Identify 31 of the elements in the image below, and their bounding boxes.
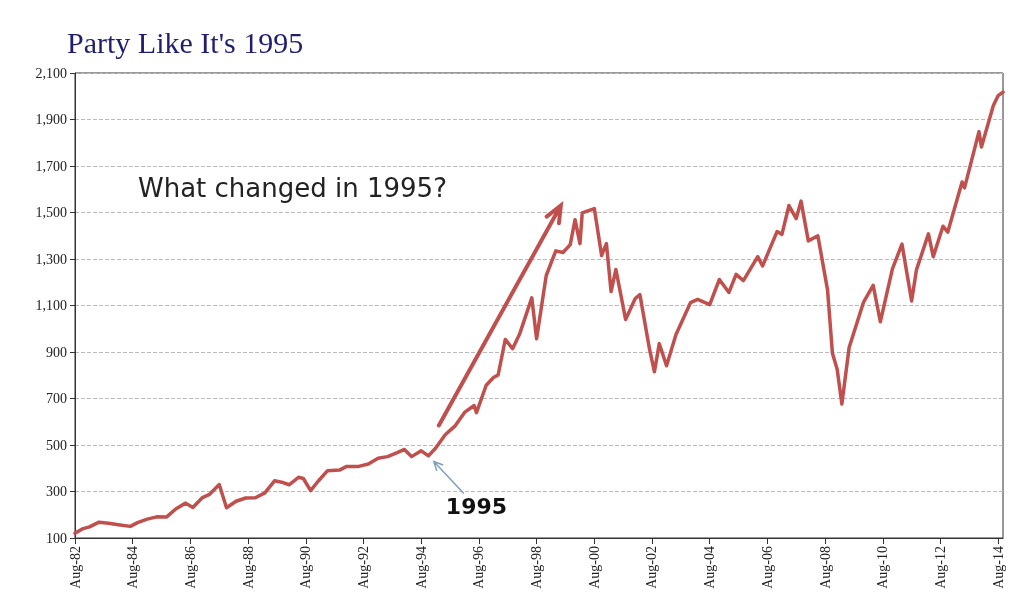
- x-tick-label: Aug-88: [240, 546, 256, 589]
- x-tick-label: Aug-96: [471, 546, 487, 589]
- y-tick-label: 500: [46, 437, 67, 453]
- x-tick-label: Aug-08: [817, 546, 833, 589]
- x-tick-label: Aug-92: [356, 546, 372, 589]
- x-tick-label: Aug-04: [702, 546, 718, 589]
- x-tick-label: Aug-84: [125, 546, 141, 589]
- x-tick-label: Aug-82: [67, 546, 83, 589]
- y-tick-label: 2,100: [35, 65, 67, 81]
- x-tick-label: Aug-06: [759, 546, 775, 589]
- y-tick-label: 100: [46, 530, 67, 546]
- y-tick-label: 1,900: [35, 112, 67, 127]
- y-tick-label: 1,100: [35, 298, 67, 313]
- chart-title: Party Like It's 1995: [67, 25, 304, 59]
- y-tick-label: 300: [46, 484, 67, 499]
- x-tick-label: Aug-10: [875, 546, 891, 589]
- x-tick-label: Aug-90: [298, 546, 314, 589]
- x-tick-label: Aug-86: [182, 546, 198, 589]
- x-tick-label: Aug-12: [933, 546, 949, 589]
- y-tick-label: 1,300: [35, 251, 67, 267]
- y-tick-label: 700: [46, 391, 67, 406]
- x-tick-label: Aug-00: [586, 546, 602, 589]
- y-tick-label: 1,700: [35, 158, 67, 174]
- x-tick-label: Aug-02: [644, 546, 660, 589]
- annotation: 1995: [445, 493, 508, 519]
- y-tick-label: 900: [46, 344, 67, 360]
- x-tick-label: Aug-14: [990, 546, 1006, 589]
- annotation: What changed in 1995?: [138, 173, 447, 203]
- y-tick-label: 1,500: [35, 205, 67, 220]
- x-tick-label: Aug-94: [413, 546, 429, 589]
- x-tick-label: Aug-98: [529, 546, 545, 589]
